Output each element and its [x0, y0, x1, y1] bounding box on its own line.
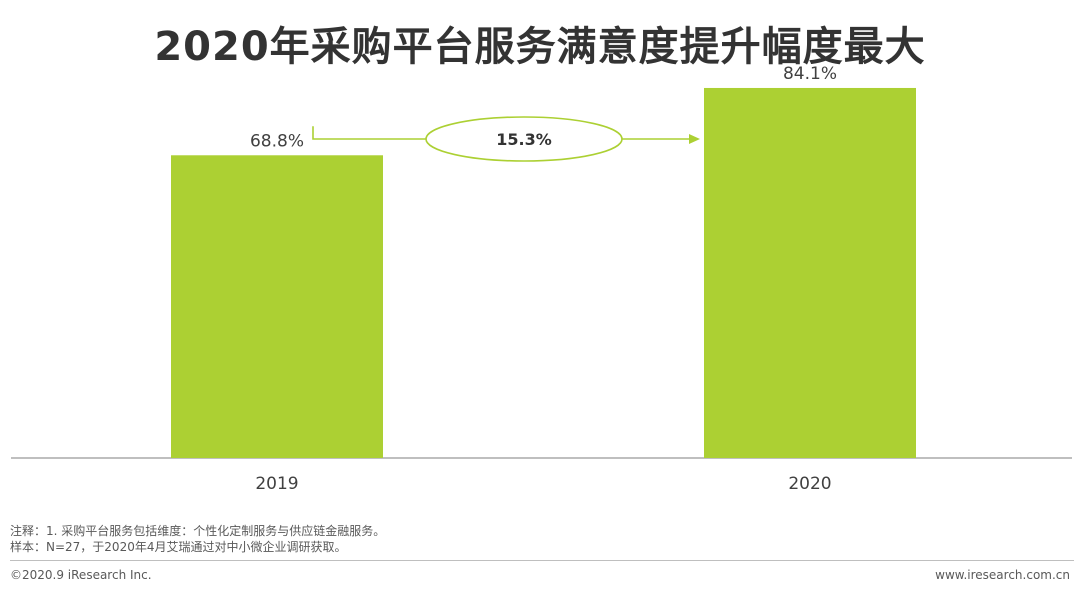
chart-title: 2020年采购平台服务满意度提升幅度最大 [154, 24, 926, 70]
growth-arrow-head [689, 134, 700, 144]
growth-badge [425, 116, 623, 162]
data-label-2020: 84.1% [783, 64, 837, 84]
sample-line: 样本：N=27，于2020年4月艾瑞通过对中小微企业调研获取。 [10, 540, 347, 554]
notes: 注释：1. 采购平台服务包括维度：个性化定制服务与供应链金融服务。 样本：N=2… [10, 523, 385, 555]
footer-divider [10, 560, 1074, 561]
growth-label: 15.3% [496, 130, 552, 149]
bar-2020 [704, 87, 916, 459]
copyright-text: ©2020.9 iResearch Inc. [10, 568, 152, 582]
x-tick-label-2020: 2020 [788, 474, 831, 494]
bar-2019 [171, 155, 383, 458]
data-label-2019: 68.8% [250, 131, 304, 151]
website-link[interactable]: www.iresearch.com.cn [935, 568, 1070, 582]
note-line: 注释：1. 采购平台服务包括维度：个性化定制服务与供应链金融服务。 [10, 524, 386, 538]
x-tick-label-2019: 2019 [255, 474, 298, 494]
